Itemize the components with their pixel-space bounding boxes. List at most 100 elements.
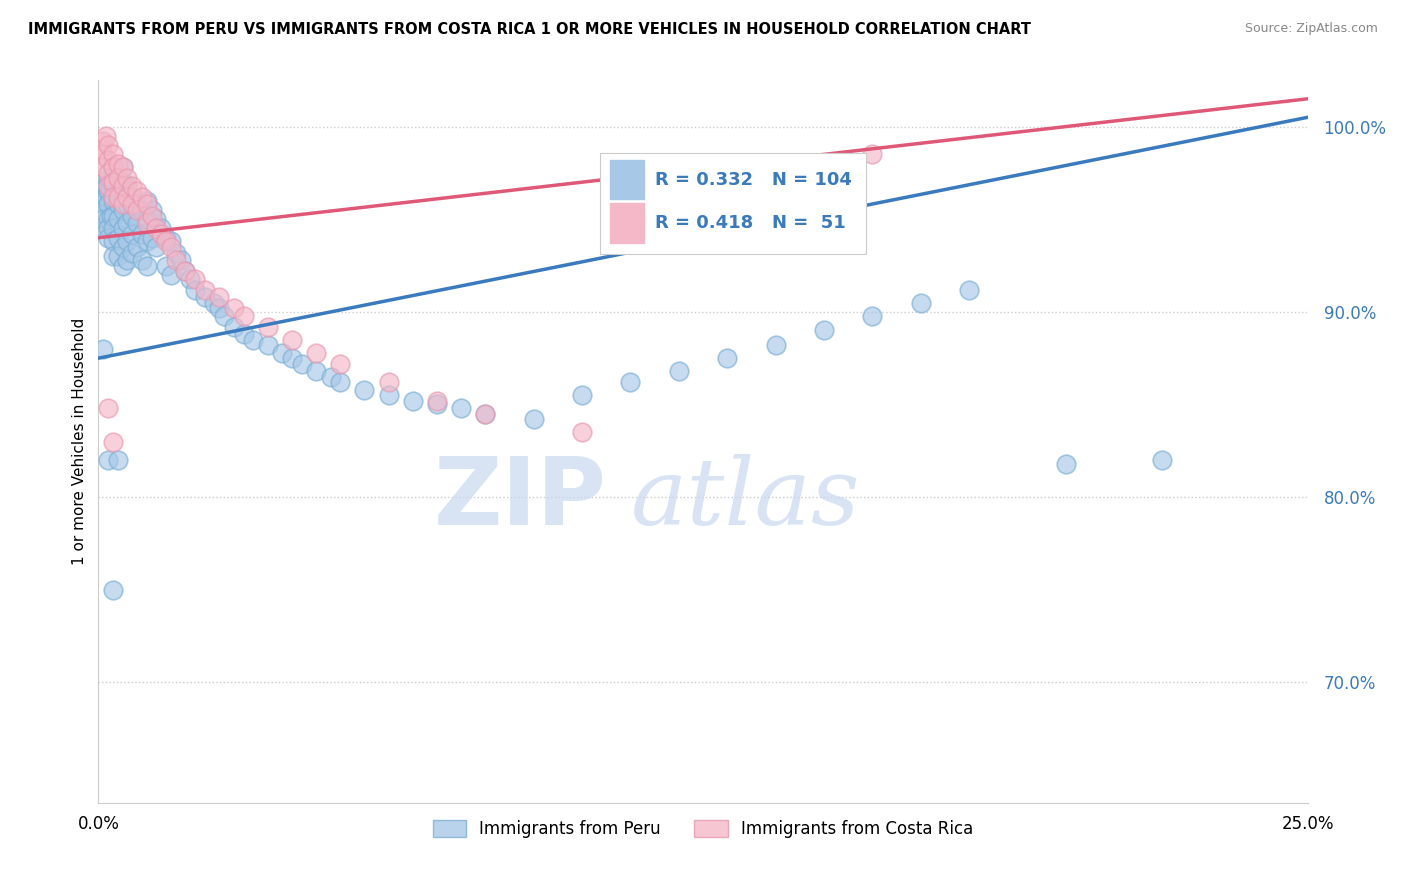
Point <box>1152 453 1174 467</box>
Point <box>281 351 304 366</box>
Point <box>101 209 124 223</box>
Point <box>860 309 883 323</box>
Text: ZIP: ZIP <box>433 453 606 545</box>
Point <box>329 376 352 390</box>
Bar <box>610 203 644 243</box>
Point <box>121 245 143 260</box>
Point <box>101 190 124 204</box>
Point <box>160 268 183 282</box>
Point <box>232 327 254 342</box>
Point <box>160 235 183 249</box>
Point <box>145 212 167 227</box>
Point <box>117 252 139 267</box>
Point <box>194 290 217 304</box>
Point <box>117 190 139 204</box>
Point <box>184 283 207 297</box>
Point <box>107 231 129 245</box>
Point <box>127 197 149 211</box>
Point <box>101 249 124 263</box>
Point <box>107 249 129 263</box>
Bar <box>610 160 644 200</box>
Text: Source: ZipAtlas.com: Source: ZipAtlas.com <box>1244 22 1378 36</box>
Point <box>91 212 114 227</box>
Point <box>107 190 129 204</box>
Point <box>100 209 122 223</box>
Point <box>145 240 167 254</box>
Point <box>127 216 149 230</box>
Point <box>97 401 120 416</box>
Point <box>141 202 163 217</box>
Point <box>117 235 139 249</box>
Point <box>165 252 187 267</box>
Point <box>117 178 139 193</box>
Point <box>194 283 217 297</box>
Point <box>97 212 120 227</box>
Point <box>90 142 112 156</box>
Point <box>100 175 122 189</box>
Point <box>169 252 191 267</box>
Point <box>305 345 328 359</box>
Point <box>256 319 278 334</box>
Point <box>1054 457 1077 471</box>
Point <box>222 301 245 315</box>
Point <box>107 197 129 211</box>
Point <box>127 240 149 254</box>
Point <box>135 235 157 249</box>
Point <box>135 259 157 273</box>
Point <box>668 364 690 378</box>
Point <box>101 582 124 597</box>
Point <box>91 342 114 356</box>
Point <box>474 407 496 421</box>
Point <box>426 393 449 408</box>
Point <box>121 209 143 223</box>
Point <box>111 161 134 175</box>
Point <box>101 194 124 208</box>
Point <box>117 197 139 211</box>
Point <box>813 323 835 337</box>
Point <box>101 175 124 189</box>
Point <box>121 178 143 193</box>
Y-axis label: 1 or more Vehicles in Household: 1 or more Vehicles in Household <box>72 318 87 566</box>
Point <box>155 231 177 245</box>
Point <box>135 194 157 208</box>
Point <box>212 309 235 323</box>
Point <box>117 216 139 230</box>
Point <box>305 364 328 378</box>
Point <box>165 245 187 260</box>
Point <box>179 271 201 285</box>
Point <box>94 190 117 204</box>
Point <box>150 221 173 235</box>
Point <box>208 290 231 304</box>
Point <box>111 259 134 273</box>
Point <box>97 221 120 235</box>
Text: IMMIGRANTS FROM PERU VS IMMIGRANTS FROM COSTA RICA 1 OR MORE VEHICLES IN HOUSEHO: IMMIGRANTS FROM PERU VS IMMIGRANTS FROM … <box>28 22 1031 37</box>
Point <box>281 333 304 347</box>
Text: atlas: atlas <box>630 454 860 544</box>
Point <box>174 264 197 278</box>
Point <box>141 231 163 245</box>
Point <box>571 425 593 440</box>
Point <box>97 166 120 180</box>
Point <box>97 138 120 153</box>
Point <box>121 197 143 211</box>
Point <box>91 185 114 199</box>
Point <box>127 202 149 217</box>
Point <box>716 351 738 366</box>
Point <box>94 128 117 143</box>
Point <box>91 161 114 175</box>
Point <box>619 376 641 390</box>
Point <box>91 194 114 208</box>
Point <box>145 221 167 235</box>
Point <box>184 271 207 285</box>
Point <box>111 178 134 193</box>
Text: R = 0.332   N = 104: R = 0.332 N = 104 <box>655 171 852 189</box>
Point <box>107 453 129 467</box>
Point <box>204 295 226 310</box>
Point <box>131 190 153 204</box>
Point <box>765 338 787 352</box>
Point <box>121 227 143 241</box>
Point <box>127 185 149 199</box>
Point <box>121 190 143 204</box>
Point <box>111 240 134 254</box>
Point <box>97 171 120 186</box>
